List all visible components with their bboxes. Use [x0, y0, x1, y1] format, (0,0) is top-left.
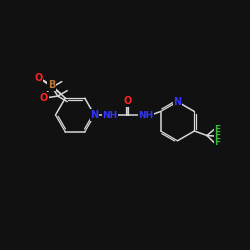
Text: F: F — [214, 138, 220, 147]
Text: F: F — [214, 132, 220, 140]
Text: NH: NH — [102, 110, 118, 120]
Text: N: N — [174, 97, 182, 107]
Text: NH: NH — [138, 110, 154, 120]
Text: B: B — [48, 80, 55, 90]
Text: O: O — [40, 93, 48, 103]
Text: O: O — [34, 72, 43, 83]
Text: O: O — [124, 96, 132, 106]
Text: N: N — [90, 110, 98, 120]
Text: F: F — [214, 125, 220, 134]
